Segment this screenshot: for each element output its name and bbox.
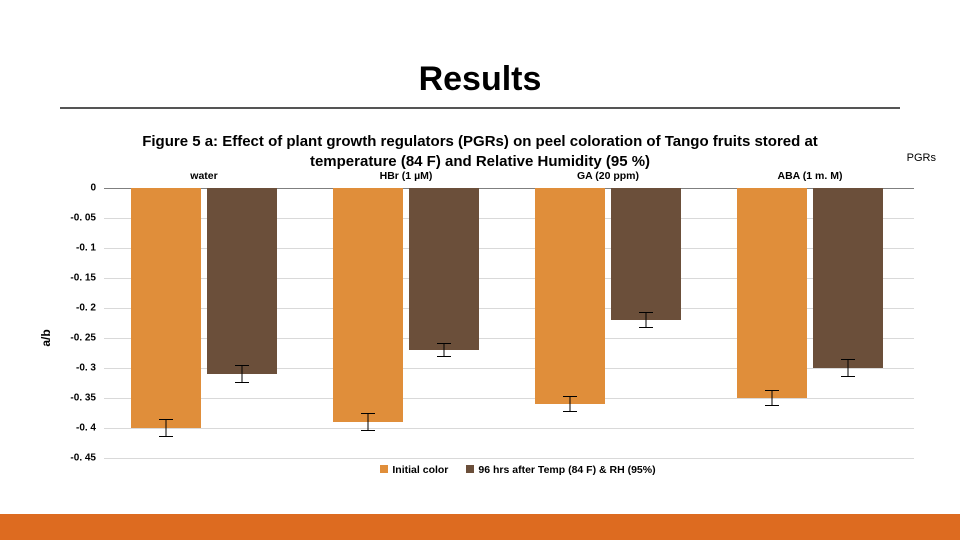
error-bar: [437, 343, 451, 357]
y-tick: -0. 45: [70, 453, 96, 464]
y-tick: -0. 35: [70, 393, 96, 404]
figure-caption: Figure 5 a: Effect of plant growth regul…: [120, 132, 840, 173]
error-bar: [159, 419, 173, 437]
error-bar: [841, 359, 855, 377]
bar: [611, 188, 681, 320]
y-tick: -0. 1: [76, 243, 96, 254]
chart: a/b 0-0. 05-0. 1-0. 15-0. 2-0. 25-0. 3-0…: [54, 188, 924, 488]
legend-swatch: [380, 465, 388, 473]
plot-area: waterHBr (1 µM)GA (20 ppm)ABA (1 m. M): [104, 188, 914, 458]
y-tick: -0. 25: [70, 333, 96, 344]
y-tick: -0. 3: [76, 363, 96, 374]
bar: [737, 188, 807, 398]
pgrs-label: PGRs: [907, 152, 936, 164]
bar: [333, 188, 403, 422]
bar-group: ABA (1 m. M): [710, 188, 910, 458]
bar-group: GA (20 ppm): [508, 188, 708, 458]
error-bar: [235, 365, 249, 383]
error-bar: [361, 413, 375, 431]
error-bar: [639, 312, 653, 328]
y-tick: -0. 15: [70, 273, 96, 284]
bar: [207, 188, 277, 374]
error-bar: [563, 396, 577, 412]
y-axis-label: a/b: [39, 329, 53, 346]
bar-group: water: [104, 188, 304, 458]
legend: Initial color 96 hrs after Temp (84 F) & …: [104, 464, 914, 476]
title-block: Results: [60, 60, 900, 109]
title-rule: [60, 107, 900, 109]
page-title: Results: [60, 60, 900, 99]
bar: [813, 188, 883, 368]
grid-line: [104, 458, 914, 459]
slide: Results Figure 5 a: Effect of plant grow…: [0, 0, 960, 540]
legend-swatch: [466, 465, 474, 473]
y-tick: -0. 05: [70, 213, 96, 224]
error-bar: [765, 390, 779, 406]
bar: [535, 188, 605, 404]
bottom-strip: [0, 514, 960, 540]
bar: [131, 188, 201, 428]
group-label: GA (20 ppm): [508, 170, 708, 182]
bar-group: HBr (1 µM): [306, 188, 506, 458]
y-tick: -0. 2: [76, 303, 96, 314]
y-axis: 0-0. 05-0. 1-0. 15-0. 2-0. 25-0. 3-0. 35…: [54, 188, 100, 458]
legend-label: 96 hrs after Temp (84 F) & RH (95%): [478, 464, 655, 476]
bar: [409, 188, 479, 350]
y-tick: 0: [90, 183, 96, 194]
y-tick: -0. 4: [76, 423, 96, 434]
group-label: water: [104, 170, 304, 182]
legend-label: Initial color: [392, 464, 448, 476]
group-label: ABA (1 m. M): [710, 170, 910, 182]
group-label: HBr (1 µM): [306, 170, 506, 182]
